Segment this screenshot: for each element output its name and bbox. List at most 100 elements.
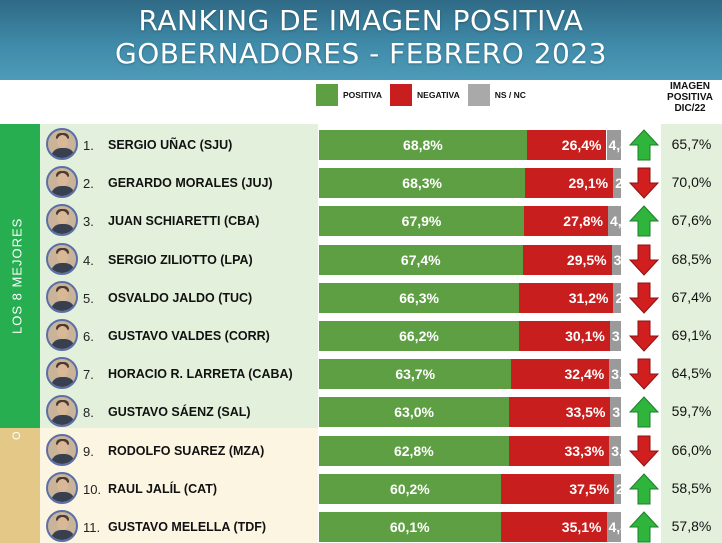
chart-title-line2: GOBERNADORES - FEBRERO 2023 bbox=[115, 37, 607, 70]
rows-background-rest bbox=[40, 428, 318, 543]
arrow-down-icon bbox=[629, 167, 659, 199]
rank-number: 7. bbox=[83, 367, 94, 383]
stacked-bar: 60,1%35,1%4,8% bbox=[319, 512, 621, 542]
avatar-suit bbox=[51, 186, 75, 197]
rows-background-top bbox=[40, 124, 318, 428]
avatar-suit bbox=[51, 339, 75, 349]
bar-segment-nsnc: 2,6% bbox=[613, 168, 621, 199]
bar-segment-nsnc: 3,9% bbox=[609, 435, 621, 466]
bar-segment-positiva: 63,0% bbox=[319, 397, 510, 428]
avatar-face bbox=[57, 440, 68, 454]
table-row: 4. SERGIO ZILIOTTO (LPA) 67,4%29,5%3,1% 68,… bbox=[0, 242, 722, 278]
legend-swatch-negativa bbox=[390, 84, 413, 106]
bar-segment-nsnc: 4,8% bbox=[606, 130, 621, 160]
bar-segment-positiva: 62,8% bbox=[319, 435, 509, 466]
avatar bbox=[46, 395, 78, 428]
avatar-face bbox=[57, 326, 68, 339]
governor-name: HORACIO R. LARRETA (CABA) bbox=[108, 367, 293, 382]
bar-segment-positiva: 67,9% bbox=[319, 206, 525, 237]
bar-segment-negativa: 37,5% bbox=[500, 473, 615, 504]
bar-segment-nsnc: 3,7% bbox=[609, 321, 621, 351]
arrow-down-icon bbox=[629, 358, 659, 390]
avatar bbox=[46, 319, 78, 351]
arrow-down-icon bbox=[629, 244, 659, 276]
bar-segment-nsnc: 4,3% bbox=[608, 206, 621, 237]
avatar-face bbox=[57, 211, 68, 225]
arrow-up-icon bbox=[629, 511, 659, 543]
arrow-down-shape bbox=[629, 435, 659, 467]
previous-value: 57,8% bbox=[671, 518, 712, 534]
arrow-up-shape bbox=[629, 511, 659, 543]
legend: POSITIVA NEGATIVA NS / NC bbox=[316, 84, 534, 106]
avatar bbox=[46, 280, 78, 313]
bar-segment-negativa: 27,8% bbox=[524, 206, 608, 237]
previous-header-line3: DIC/22 bbox=[674, 103, 706, 114]
previous-value: 69,1% bbox=[671, 327, 712, 343]
stacked-bar: 62,8%33,3%3,9% bbox=[319, 435, 621, 466]
rank-number: 3. bbox=[83, 214, 94, 230]
stacked-bar: 63,7%32,4%3,9% bbox=[319, 359, 621, 390]
previous-column-background bbox=[661, 124, 722, 543]
avatar-face bbox=[57, 173, 68, 187]
arrow-down-icon bbox=[629, 282, 659, 314]
rank-number: 2. bbox=[83, 176, 94, 192]
arrow-down-shape bbox=[629, 358, 659, 390]
stacked-bar: 67,4%29,5%3,1% bbox=[319, 244, 621, 275]
previous-value: 65,7% bbox=[671, 136, 712, 152]
avatar-suit bbox=[51, 453, 75, 464]
previous-column-header: IMAGEN POSITIVA DIC/22 bbox=[660, 80, 720, 122]
legend-label-negativa: NEGATIVA bbox=[417, 90, 460, 100]
chart-header: RANKING DE IMAGEN POSITIVA GOBERNADORES … bbox=[0, 0, 722, 80]
bar-segment-positiva: 66,3% bbox=[319, 282, 520, 313]
bar-segment-nsnc: 2,3% bbox=[614, 473, 621, 504]
group-band-top bbox=[0, 124, 40, 428]
rank-number: 4. bbox=[83, 252, 94, 268]
bar-segment-negativa: 29,1% bbox=[525, 168, 614, 199]
table-row: 1. SERGIO UÑAC (SJU) 68,8%26,4%4,8% 65,7% bbox=[0, 127, 722, 163]
governor-name: GUSTAVO VALDES (CORR) bbox=[108, 329, 270, 343]
avatar-suit bbox=[51, 148, 75, 158]
arrow-down-shape bbox=[629, 244, 659, 276]
bar-segment-negativa: 29,5% bbox=[522, 244, 612, 275]
governor-name: GERARDO MORALES (JUJ) bbox=[108, 176, 273, 191]
arrow-up-icon bbox=[629, 129, 659, 161]
governor-name: RODOLFO SUAREZ (MZA) bbox=[108, 443, 265, 458]
avatar-face bbox=[57, 135, 68, 148]
bar-segment-positiva: 66,2% bbox=[319, 321, 519, 351]
bar-segment-nsnc: 4,8% bbox=[606, 512, 621, 542]
rank-number: 9. bbox=[83, 443, 94, 459]
group-band-rest bbox=[0, 428, 40, 543]
stacked-bar: 68,8%26,4%4,8% bbox=[319, 130, 621, 160]
legend-swatch-positiva bbox=[316, 84, 338, 106]
bar-segment-nsnc: 3,1% bbox=[611, 244, 621, 275]
bar-segment-positiva: 68,8% bbox=[319, 130, 527, 160]
previous-value: 58,5% bbox=[671, 479, 712, 496]
rank-number: 11. bbox=[83, 520, 101, 535]
avatar-face bbox=[57, 249, 68, 263]
arrow-up-shape bbox=[629, 129, 659, 161]
previous-value: 66,0% bbox=[671, 441, 712, 458]
bar-segment-negativa: 33,3% bbox=[508, 435, 610, 466]
avatar-suit bbox=[51, 415, 75, 426]
governor-name: SERGIO UÑAC (SJU) bbox=[108, 138, 233, 152]
bar-segment-negativa: 31,2% bbox=[519, 282, 614, 313]
avatar bbox=[46, 242, 78, 275]
stacked-bar: 66,3%31,2%2,5% bbox=[319, 282, 621, 313]
avatar-face bbox=[57, 402, 68, 416]
avatar-suit bbox=[51, 530, 75, 540]
arrow-up-shape bbox=[629, 205, 659, 237]
bar-segment-negativa: 35,1% bbox=[500, 512, 607, 542]
legend-label-positiva: POSITIVA bbox=[343, 90, 383, 100]
stacked-bar: 67,9%27,8%4,3% bbox=[319, 206, 621, 237]
bar-segment-positiva: 60,2% bbox=[319, 473, 501, 504]
table-row: 8. GUSTAVO SÁENZ (SAL) 63,0%33,5%3,5% 59,7% bbox=[0, 394, 722, 430]
stacked-bar: 68,3%29,1%2,6% bbox=[319, 168, 621, 199]
arrow-down-shape bbox=[629, 167, 659, 199]
governor-name: GUSTAVO MELELLA (TDF) bbox=[108, 520, 267, 534]
rank-number: 10. bbox=[83, 481, 102, 497]
bar-segment-negativa: 32,4% bbox=[511, 359, 610, 390]
arrow-up-icon bbox=[629, 473, 659, 505]
arrow-up-shape bbox=[629, 473, 659, 505]
bar-segment-positiva: 68,3% bbox=[319, 168, 526, 199]
avatar bbox=[46, 510, 78, 542]
